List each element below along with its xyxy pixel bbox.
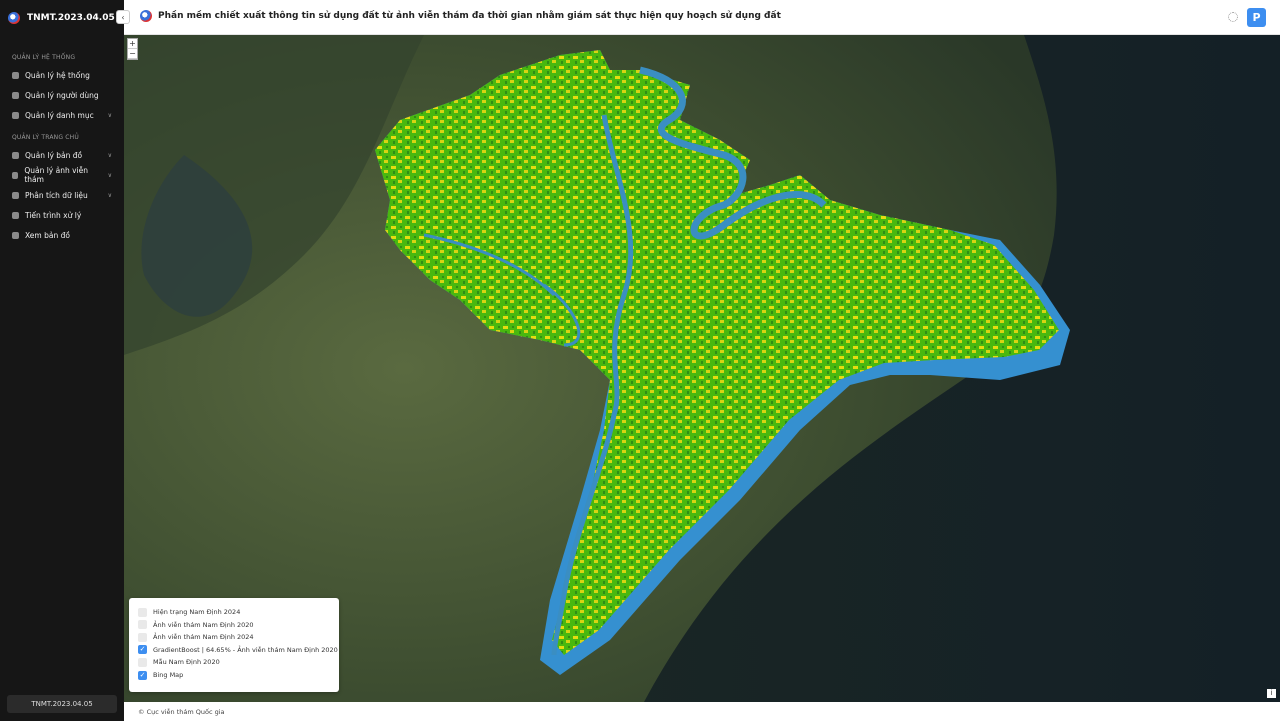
collapse-button[interactable]: ‹ xyxy=(116,10,130,24)
submenu-chevron: ∨ xyxy=(107,111,112,119)
menu-label: Phân tích dữ liệu xyxy=(25,190,88,200)
menu-icon xyxy=(12,171,19,179)
layer-checkbox[interactable] xyxy=(138,620,147,630)
zoom-control: + − xyxy=(127,38,138,60)
submenu-chevron: ∨ xyxy=(107,151,112,159)
header: ‹ Phần mềm chiết xuất thông tin sử dụng … xyxy=(116,0,1280,35)
menu-icon xyxy=(12,211,19,219)
menu-icon xyxy=(12,231,19,239)
river xyxy=(551,114,634,656)
layer-row: ✓ Bing Map xyxy=(138,670,183,680)
layer-panel: Hiện trạng Nam Định 2024 Ảnh viễn thám Na… xyxy=(129,598,339,692)
layer-label: Mẫu Nam Định 2020 xyxy=(153,658,220,667)
page-title: Phần mềm chiết xuất thông tin sử dụng đấ… xyxy=(158,11,781,21)
menu-item[interactable]: Quản lý hệ thống xyxy=(12,68,112,82)
layer-checkbox[interactable] xyxy=(138,657,147,667)
info-button[interactable]: i xyxy=(1267,689,1276,698)
section-title: QUẢN LÝ TRANG CHỦ xyxy=(12,134,79,141)
land-use-classification xyxy=(375,50,1059,655)
map-footer: © Cục viễn thám Quốc gia xyxy=(124,702,1280,721)
header-logo xyxy=(140,10,152,22)
menu-item[interactable]: Quản lý bản đồ ∨ xyxy=(12,148,112,162)
menu-item[interactable]: Xem bản đồ xyxy=(12,228,112,242)
menu-icon xyxy=(12,111,19,119)
menu-item[interactable]: Phân tích dữ liệu ∨ xyxy=(12,188,112,202)
logo xyxy=(8,12,20,24)
menu-item[interactable]: Quản lý ảnh viễn thám ∨ xyxy=(12,166,112,184)
river xyxy=(423,233,581,347)
menu-item[interactable]: Quản lý người dùng xyxy=(12,88,112,102)
menu-item[interactable]: Tiến trình xử lý xyxy=(12,208,112,222)
theme-toggle[interactable] xyxy=(1228,12,1238,22)
layer-label: Bing Map xyxy=(153,671,184,679)
river xyxy=(639,66,827,240)
user-avatar[interactable]: P xyxy=(1247,8,1266,27)
layer-checkbox[interactable]: ✓ xyxy=(138,645,147,655)
menu-icon xyxy=(12,71,19,79)
layer-row: Ảnh viễn thám Nam Định 2024 xyxy=(138,632,254,642)
menu-icon xyxy=(12,151,19,159)
lake xyxy=(141,155,253,317)
menu-label: Quản lý ảnh viễn thám xyxy=(24,166,88,184)
submenu-chevron: ∨ xyxy=(107,191,112,199)
menu-icon xyxy=(12,191,19,199)
attribution: © Cục viễn thám Quốc gia xyxy=(138,708,225,716)
layer-checkbox[interactable]: ✓ xyxy=(138,670,147,680)
layer-label: GradientBoost | 64.65% - Ảnh viễn thám N… xyxy=(153,645,338,654)
zoom-out[interactable]: − xyxy=(128,49,137,59)
menu-icon xyxy=(12,91,19,99)
section-title: QUẢN LÝ HỆ THỐNG xyxy=(12,54,76,61)
menu-label: Tiến trình xử lý xyxy=(25,210,82,220)
layer-label: Ảnh viễn thám Nam Định 2020 xyxy=(153,620,254,629)
brand-name: TNMT.2023.04.05 xyxy=(27,13,115,23)
zoom-in[interactable]: + xyxy=(128,39,137,49)
layer-row: Mẫu Nam Định 2020 xyxy=(138,657,220,667)
layer-row: Ảnh viễn thám Nam Định 2020 xyxy=(138,620,254,630)
menu-label: Quản lý bản đồ xyxy=(25,150,83,160)
layer-checkbox[interactable] xyxy=(138,607,147,617)
layer-checkbox[interactable] xyxy=(138,632,147,642)
sidebar: TNMT.2023.04.05 TNMT.2023.04.05 QUẢN LÝ … xyxy=(0,0,124,721)
layer-label: Ảnh viễn thám Nam Định 2024 xyxy=(153,633,254,642)
menu-label: Quản lý người dùng xyxy=(25,90,99,100)
brand[interactable]: TNMT.2023.04.05 xyxy=(8,10,115,26)
submenu-chevron: ∨ xyxy=(107,171,112,179)
layer-label: Hiện trạng Nam Định 2024 xyxy=(153,608,241,616)
menu-label: Xem bản đồ xyxy=(25,230,70,240)
map[interactable] xyxy=(124,35,1280,702)
menu-item[interactable]: Quản lý danh mục ∨ xyxy=(12,108,112,122)
menu-label: Quản lý hệ thống xyxy=(25,70,90,80)
layer-row: ✓ GradientBoost | 64.65% - Ảnh viễn thám … xyxy=(138,645,338,655)
menu-label: Quản lý danh mục xyxy=(25,110,94,120)
version-badge: TNMT.2023.04.05 xyxy=(7,695,117,713)
layer-row: Hiện trạng Nam Định 2024 xyxy=(138,607,240,617)
